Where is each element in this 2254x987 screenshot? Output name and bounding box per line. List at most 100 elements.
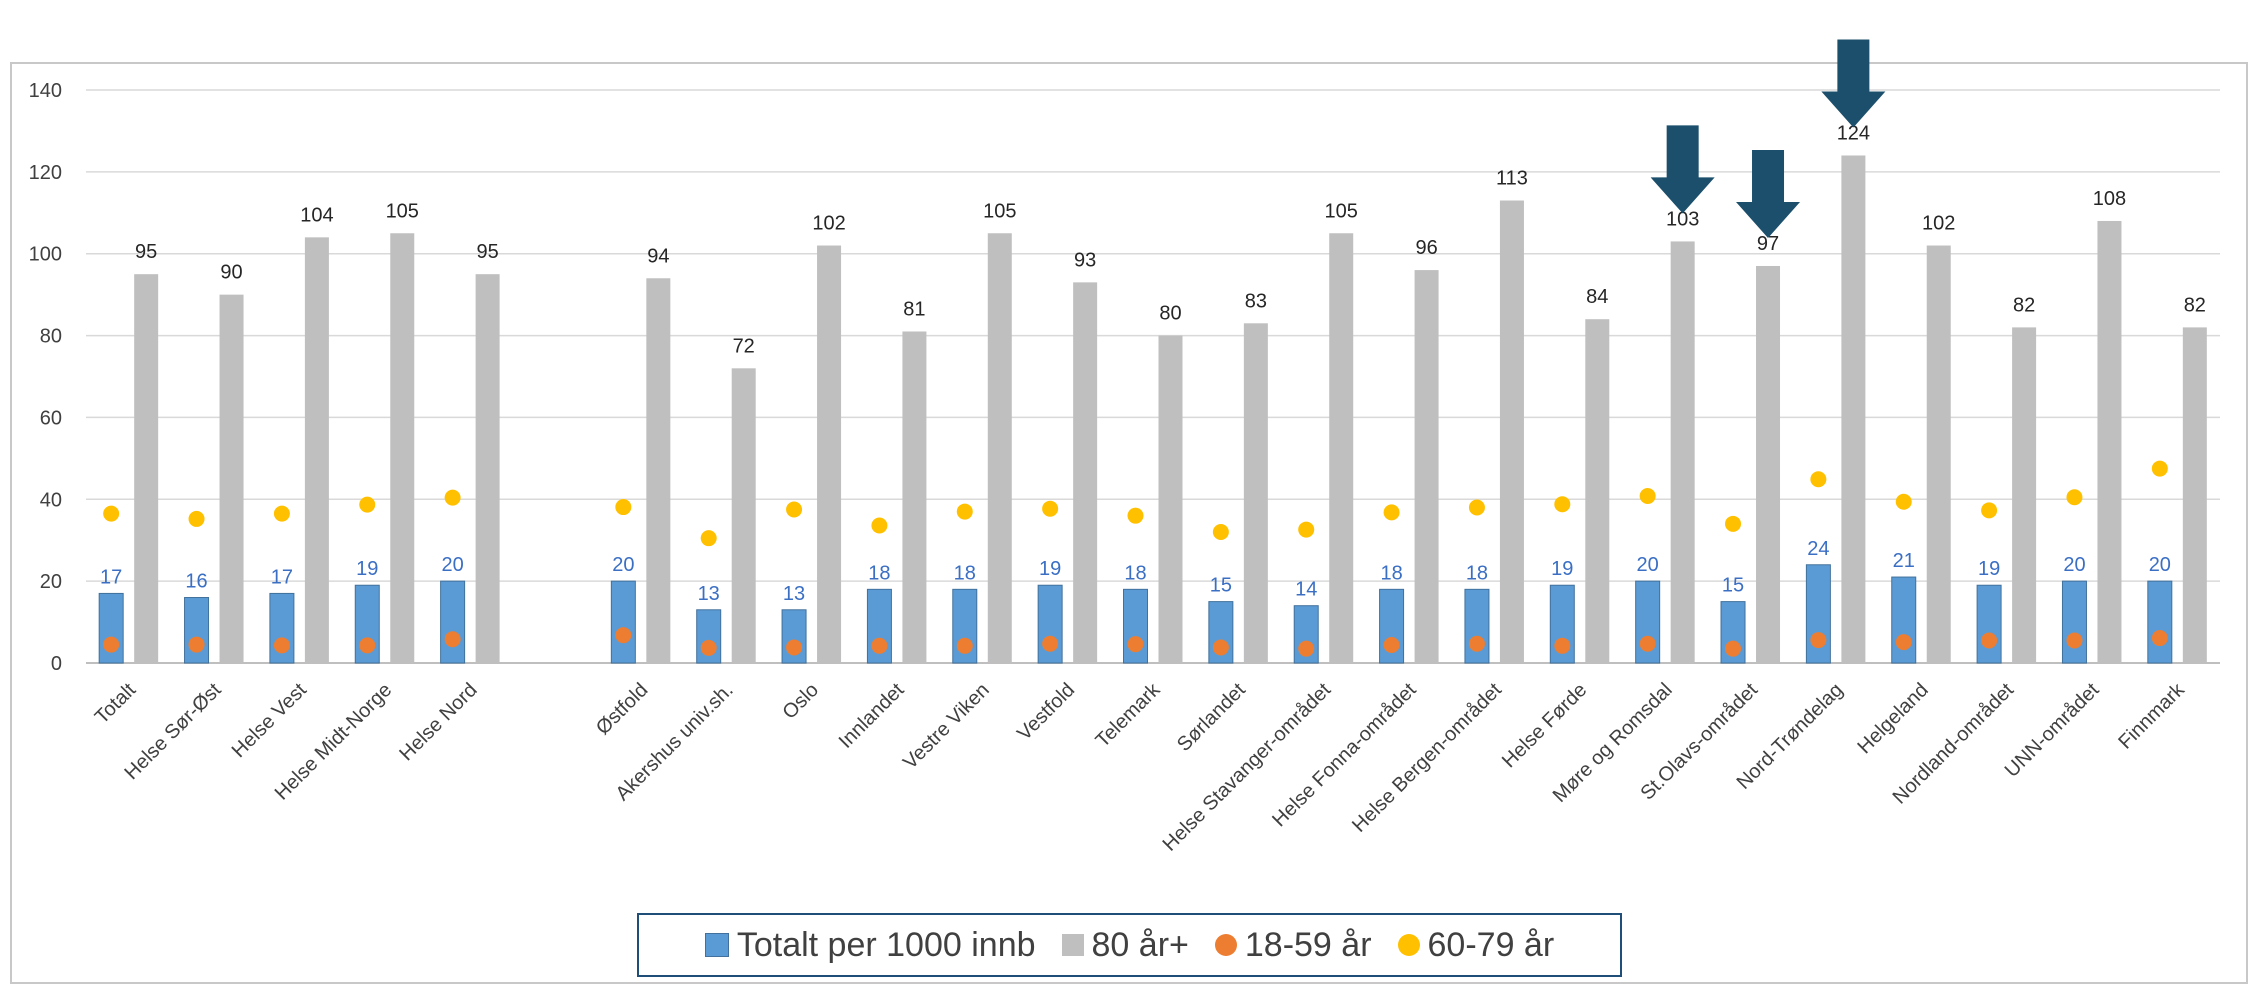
data-label-80plus-totalt: 95 bbox=[135, 241, 157, 263]
point-60-79-helse-vest bbox=[273, 505, 290, 522]
y-tick-label: 120 bbox=[29, 162, 62, 184]
bar-80plus-østfold bbox=[646, 278, 671, 663]
data-label-totalt-østfold: 20 bbox=[612, 554, 634, 576]
bar-totalt-helse-nord bbox=[440, 580, 466, 664]
point-18-59-st-olavs-området bbox=[1725, 640, 1742, 657]
legend-label-totalt: Totalt per 1000 innb bbox=[736, 925, 1036, 964]
bar-80plus-helse-stavanger-området bbox=[1329, 233, 1354, 663]
x-tick-label-helgeland: Helgeland bbox=[1854, 679, 1933, 758]
data-label-totalt-helse-stavanger-området: 14 bbox=[1295, 579, 1317, 601]
arrow-down-icon bbox=[1650, 125, 1715, 214]
bar-80plus-unn-området bbox=[2097, 220, 2122, 663]
data-label-80plus-oslo: 102 bbox=[812, 213, 845, 235]
bar-80plus-innlandet bbox=[902, 331, 927, 663]
bar-80plus-helse-førde bbox=[1585, 319, 1610, 663]
x-tick-label-oslo: Oslo bbox=[778, 679, 823, 724]
legend-swatch-60-79 bbox=[1397, 934, 1420, 956]
y-tick-label: 20 bbox=[40, 571, 62, 593]
data-label-totalt-oslo: 13 bbox=[783, 583, 805, 605]
data-label-80plus-helse-bergen-området: 113 bbox=[1496, 168, 1528, 190]
legend-swatch-18-59 bbox=[1214, 934, 1237, 956]
data-label-totalt-helse-midt-norge: 19 bbox=[356, 558, 378, 580]
x-tick-label-sørlandet: Sørlandet bbox=[1173, 679, 1250, 756]
bar-80plus-helgeland bbox=[1926, 245, 1951, 663]
x-tick-label-telemark: Telemark bbox=[1092, 678, 1166, 752]
data-label-totalt-vestre-viken: 18 bbox=[954, 562, 976, 584]
data-label-80plus-helse-førde: 84 bbox=[1586, 286, 1608, 308]
bar-totalt-helse-sør-øst bbox=[184, 597, 210, 664]
point-60-79-innlandet bbox=[871, 517, 888, 534]
data-label-80plus-sørlandet: 83 bbox=[1245, 290, 1267, 312]
x-tick-label-vestfold: Vestfold bbox=[1013, 679, 1079, 745]
x-tick-label-helse-vest: Helse Vest bbox=[228, 679, 311, 762]
point-18-59-totalt bbox=[103, 636, 120, 653]
bar-totalt-st-olavs-området bbox=[1720, 601, 1746, 664]
point-18-59-unn-området bbox=[2066, 632, 2083, 649]
legend-item-18-59: 18-59 år bbox=[1214, 925, 1372, 965]
x-tick-label-helse-førde: Helse Førde bbox=[1498, 679, 1591, 772]
data-label-totalt-helgeland: 21 bbox=[1893, 550, 1915, 572]
point-18-59-helse-førde bbox=[1554, 637, 1571, 654]
point-60-79-sørlandet bbox=[1212, 524, 1229, 541]
point-60-79-helse-førde bbox=[1554, 496, 1571, 513]
point-60-79-finnmark bbox=[2151, 460, 2168, 477]
point-18-59-sørlandet bbox=[1212, 639, 1229, 656]
data-label-totalt-akershus-univ-sh: 13 bbox=[698, 583, 720, 605]
bar-80plus-nordland-området bbox=[2012, 327, 2037, 663]
point-18-59-finnmark bbox=[2151, 630, 2168, 647]
data-label-80plus-helse-midt-norge: 105 bbox=[386, 200, 419, 222]
point-18-59-vestfold bbox=[1042, 635, 1059, 652]
x-tick-label-totalt: Totalt bbox=[91, 679, 141, 729]
point-18-59-innlandet bbox=[871, 637, 888, 654]
point-60-79-helse-fonna-området bbox=[1383, 504, 1400, 521]
x-tick-label-østfold: Østfold bbox=[592, 679, 652, 739]
data-label-totalt-nord-trøndelag: 24 bbox=[1807, 538, 1829, 560]
data-label-totalt-helse-bergen-området: 18 bbox=[1466, 562, 1488, 584]
bar-totalt-totalt bbox=[98, 592, 124, 664]
bar-totalt-helse-bergen-området bbox=[1464, 588, 1490, 664]
y-tick-label: 0 bbox=[51, 653, 62, 675]
data-label-80plus-finnmark: 82 bbox=[2184, 294, 2206, 316]
bar-80plus-helse-vest bbox=[304, 237, 329, 664]
point-18-59-vestre-viken bbox=[956, 637, 973, 654]
point-60-79-vestfold bbox=[1042, 500, 1059, 517]
point-18-59-møre-og-romsdal bbox=[1639, 635, 1656, 652]
bar-80plus-oslo bbox=[817, 245, 842, 663]
point-18-59-helse-midt-norge bbox=[359, 637, 376, 654]
bar-totalt-nordland-området bbox=[1976, 584, 2002, 664]
point-60-79-oslo bbox=[786, 501, 803, 518]
data-label-80plus-helse-stavanger-området: 105 bbox=[1325, 200, 1358, 222]
point-60-79-nord-trøndelag bbox=[1810, 471, 1827, 488]
data-label-totalt-helse-sør-øst: 16 bbox=[185, 571, 207, 593]
bar-80plus-vestfold bbox=[1073, 282, 1098, 663]
y-tick-label: 100 bbox=[29, 244, 62, 266]
point-18-59-telemark bbox=[1127, 636, 1144, 653]
data-label-80plus-telemark: 80 bbox=[1159, 303, 1181, 325]
point-60-79-møre-og-romsdal bbox=[1639, 488, 1656, 505]
data-label-80plus-helse-nord: 95 bbox=[476, 241, 498, 263]
data-label-80plus-helgeland: 102 bbox=[1922, 213, 1955, 235]
bar-80plus-helse-fonna-området bbox=[1414, 270, 1439, 663]
bar-80plus-sørlandet bbox=[1243, 323, 1268, 663]
legend-swatch-totalt bbox=[704, 933, 729, 957]
data-label-80plus-unn-området: 108 bbox=[2093, 188, 2126, 210]
data-label-80plus-helse-fonna-området: 96 bbox=[1415, 237, 1437, 259]
x-tick-label-innlandet: Innlandet bbox=[835, 679, 909, 753]
bar-80plus-helse-sør-øst bbox=[219, 294, 244, 663]
x-tick-label-helse-nord: Helse Nord bbox=[395, 679, 481, 765]
legend-swatch-80plus bbox=[1061, 934, 1084, 956]
data-label-totalt-helse-nord: 20 bbox=[441, 554, 463, 576]
data-label-totalt-unn-området: 20 bbox=[2063, 554, 2085, 576]
arrow-down-icon bbox=[1821, 39, 1886, 128]
bar-totalt-finnmark bbox=[2147, 580, 2173, 664]
data-label-80plus-nordland-området: 82 bbox=[2013, 294, 2035, 316]
point-60-79-helse-stavanger-området bbox=[1298, 521, 1315, 538]
data-label-totalt-telemark: 18 bbox=[1124, 562, 1146, 584]
point-18-59-helse-fonna-området bbox=[1383, 636, 1400, 653]
bar-totalt-nord-trøndelag bbox=[1805, 564, 1831, 664]
point-60-79-nordland-området bbox=[1981, 502, 1998, 519]
point-18-59-østfold bbox=[615, 627, 632, 644]
data-label-80plus-akershus-univ-sh: 72 bbox=[733, 335, 755, 357]
legend-label-18-59: 18-59 år bbox=[1244, 925, 1372, 964]
